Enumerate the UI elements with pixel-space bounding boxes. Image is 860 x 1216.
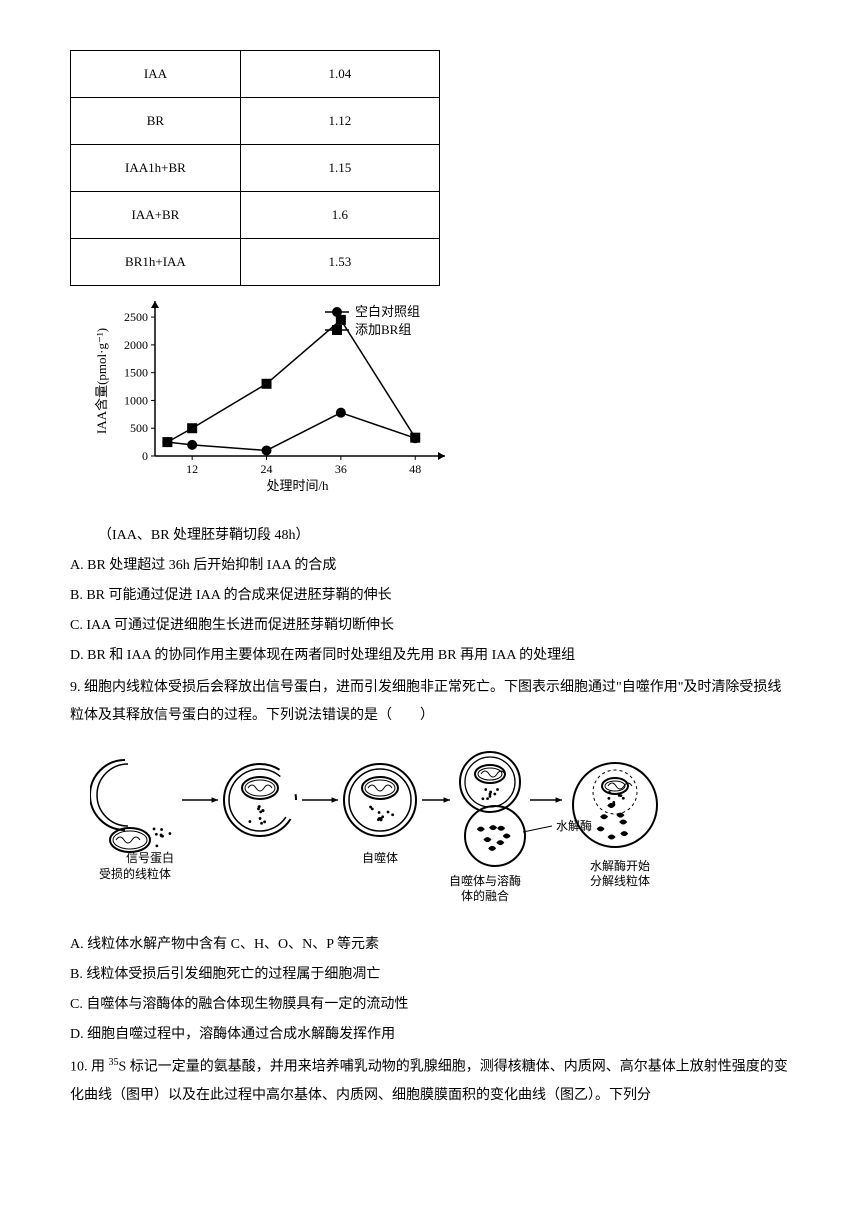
svg-text:2000: 2000: [124, 338, 148, 352]
svg-text:体的融合: 体的融合: [461, 888, 509, 903]
cell: IAA: [71, 51, 241, 98]
svg-text:48: 48: [409, 462, 421, 476]
svg-text:水解酶: 水解酶: [556, 818, 592, 833]
q9-option-d: D. 细胞自噬过程中，溶酶体通过合成水解酶发挥作用: [70, 1021, 790, 1049]
svg-text:信号蛋白: 信号蛋白: [126, 850, 174, 865]
table-row: IAA 1.04: [71, 51, 440, 98]
svg-text:0: 0: [142, 449, 148, 463]
table-row: BR 1.12: [71, 98, 440, 145]
cell: BR1h+IAA: [71, 239, 241, 286]
cell: 1.53: [240, 239, 439, 286]
q9-stem: 9. 细胞内线粒体受损后会释放出信号蛋白，进而引发细胞非正常死亡。下图表示细胞通…: [70, 674, 790, 730]
svg-text:处理时间/h: 处理时间/h: [266, 478, 329, 493]
cell: IAA1h+BR: [71, 145, 241, 192]
iaa-chart: 0 500 1000 1500 2000 2500 12 24 36 48 IAA含量(pmol·g…: [90, 296, 790, 517]
autophagy-diagram: 信号蛋白受损的线粒体 自噬体自噬体与溶酶体的融合 水解酶水解酶开始分解线粒体: [90, 740, 790, 921]
treatment-table: IAA 1.04 BR 1.12 IAA1h+BR 1.15 IAA+BR 1.…: [70, 50, 440, 286]
cell: BR: [71, 98, 241, 145]
svg-text:24: 24: [261, 462, 273, 476]
q10-stem: 10. 用 35S 标记一定量的氨基酸，并用来培养哺乳动物的乳腺细胞，测得核糖体…: [70, 1053, 790, 1110]
q9-option-b: B. 线粒体受损后引发细胞死亡的过程属于细胞凋亡: [70, 961, 790, 989]
q8-option-a: A. BR 处理超过 36h 后开始抑制 IAA 的合成: [70, 552, 790, 580]
cell: 1.6: [240, 192, 439, 239]
svg-text:受损的线粒体: 受损的线粒体: [99, 866, 171, 881]
cell: IAA+BR: [71, 192, 241, 239]
q8-option-c: C. IAA 可通过促进细胞生长进而促进胚芽鞘切断伸长: [70, 612, 790, 640]
svg-text:500: 500: [130, 421, 148, 435]
svg-text:分解线粒体: 分解线粒体: [590, 873, 650, 888]
q8-option-d: D. BR 和 IAA 的协同作用主要体现在两者同时处理组及先用 BR 再用 I…: [70, 642, 790, 670]
svg-text:36: 36: [335, 462, 347, 476]
q9-option-a: A. 线粒体水解产物中含有 C、H、O、N、P 等元素: [70, 931, 790, 959]
svg-text:2500: 2500: [124, 310, 148, 324]
svg-text:添加BR组: 添加BR组: [355, 322, 411, 337]
table-row: IAA+BR 1.6: [71, 192, 440, 239]
svg-text:自噬体与溶酶: 自噬体与溶酶: [449, 873, 521, 888]
svg-text:水解酶开始: 水解酶开始: [590, 858, 650, 873]
q9-option-c: C. 自噬体与溶酶体的融合体现生物膜具有一定的流动性: [70, 991, 790, 1019]
cell: 1.12: [240, 98, 439, 145]
svg-text:12: 12: [186, 462, 198, 476]
svg-text:IAA含量(pmol·g⁻¹): IAA含量(pmol·g⁻¹): [94, 328, 109, 434]
svg-text:自噬体: 自噬体: [362, 850, 398, 865]
q8-option-b: B. BR 可能通过促进 IAA 的合成来促进胚芽鞘的伸长: [70, 582, 790, 610]
chart-caption: （IAA、BR 处理胚芽鞘切段 48h）: [70, 522, 790, 550]
table-row: BR1h+IAA 1.53: [71, 239, 440, 286]
svg-text:1500: 1500: [124, 366, 148, 380]
cell: 1.04: [240, 51, 439, 98]
cell: 1.15: [240, 145, 439, 192]
svg-text:1000: 1000: [124, 393, 148, 407]
svg-text:空白对照组: 空白对照组: [355, 304, 420, 319]
table-row: IAA1h+BR 1.15: [71, 145, 440, 192]
